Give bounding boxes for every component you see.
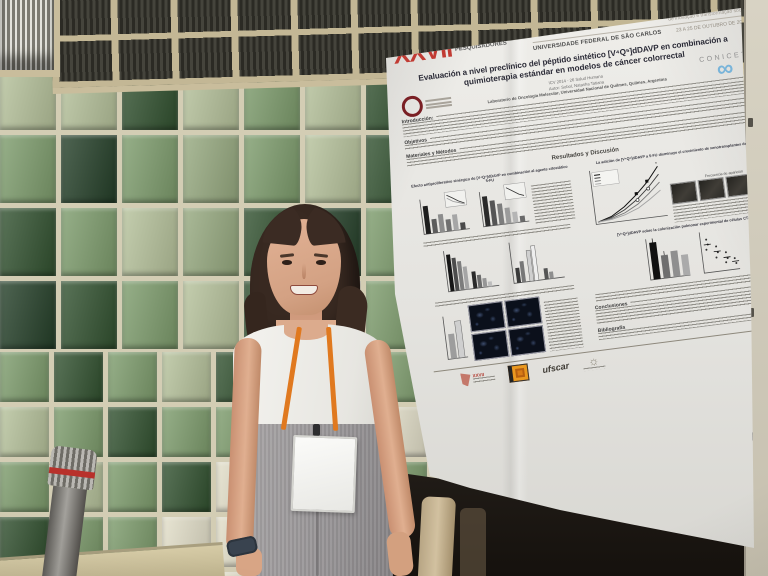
wall-tile xyxy=(0,135,56,203)
micrograph xyxy=(697,177,727,202)
sun-logo: ☼ xyxy=(582,354,606,372)
results-right-column: La adición de [V⁴Q⁵]dDAVP a 5-FU disminu… xyxy=(576,135,754,345)
wall-tile xyxy=(0,462,49,512)
dot-plot-figure xyxy=(698,232,741,274)
wall-tile xyxy=(183,208,239,276)
eyebrow-left xyxy=(279,253,295,258)
wall-tile xyxy=(305,135,361,203)
smile xyxy=(290,285,318,295)
wall-tile xyxy=(61,281,117,349)
fluorescence-micrograph xyxy=(504,296,543,328)
wall-tile xyxy=(122,135,178,203)
svg-text:*: * xyxy=(655,162,658,168)
wall-tile xyxy=(61,208,117,276)
wall-tile xyxy=(162,462,211,512)
wall-tile xyxy=(122,281,178,349)
results-columns: Efecto antiproliferativo sinérgico de [V… xyxy=(409,135,754,366)
lanyard-clip xyxy=(313,424,320,436)
bar-dot-row xyxy=(587,217,754,292)
fluorescence-micrograph-grid xyxy=(467,296,547,362)
fluorescence-micrograph xyxy=(471,329,510,362)
line-chart-figure: * xyxy=(589,162,668,226)
figure-side-text xyxy=(543,297,584,352)
eye-left xyxy=(282,260,292,265)
poster-content: XXVII JORNADAS DE JOVENS PESQUISADORES A… xyxy=(391,8,754,392)
figure-side-text xyxy=(530,180,576,226)
wall-tile xyxy=(162,407,211,457)
tape-mark xyxy=(748,118,753,127)
nose xyxy=(302,263,306,279)
wall-tile xyxy=(0,281,56,349)
wall-tile xyxy=(162,352,211,402)
bar-chart-row xyxy=(411,174,576,240)
bar-chart-figure xyxy=(645,238,691,281)
event-footer-logo: XXVII xyxy=(460,369,496,387)
unq-logo-text-lines xyxy=(425,95,453,110)
woman-right-hand xyxy=(385,530,415,576)
wall-tile xyxy=(183,135,239,203)
sponsor-orange-logo xyxy=(507,363,530,383)
event-map-icon xyxy=(460,372,472,387)
wall-tile xyxy=(0,208,56,276)
woman-hair-top xyxy=(262,206,346,252)
fluorescence-micrograph xyxy=(507,325,547,357)
wall-tile xyxy=(108,352,157,402)
wall-tile xyxy=(0,352,49,402)
bystander-leg-shadow xyxy=(460,508,486,576)
bar-chart-figure xyxy=(478,181,530,228)
ribbed-glass-block xyxy=(0,0,60,77)
bar-chart-row-2 xyxy=(418,230,583,300)
wall-tile xyxy=(0,407,49,457)
wall-tile xyxy=(61,135,117,203)
wall-tile xyxy=(108,462,157,512)
results-left-column: Efecto antiproliferativo sinérgico de [V… xyxy=(409,161,591,366)
tape-mark xyxy=(749,308,754,317)
bar-chart-figure xyxy=(442,316,469,360)
unq-ring-icon xyxy=(400,94,425,119)
bar-chart-figure xyxy=(508,242,565,284)
blouse-neckline xyxy=(284,324,328,340)
scientific-poster: XXVII JORNADAS DE JOVENS PESQUISADORES A… xyxy=(386,8,754,548)
conference-badge xyxy=(290,434,358,514)
wall-tile xyxy=(122,208,178,276)
sun-logo-lines xyxy=(583,365,606,372)
bar-chart-figure xyxy=(419,189,470,235)
bar-chart-figure xyxy=(443,251,500,293)
event-dates: 23 A 25 DE OUTUBRO DE 2019 xyxy=(675,18,749,34)
wall-tile xyxy=(108,407,157,457)
wall-tile xyxy=(54,352,103,402)
tube-body xyxy=(41,485,87,576)
wall-tile xyxy=(244,135,300,203)
eye-right xyxy=(316,260,326,265)
growth-curve-row: * Frecuencia de aparición xyxy=(577,143,754,234)
wall-tile xyxy=(183,281,239,349)
ufscar-logo: ufscar xyxy=(541,360,570,376)
micrograph xyxy=(669,180,699,206)
fluorescence-figure-row xyxy=(426,290,592,366)
trouser-crease xyxy=(316,470,319,576)
eyebrow-right xyxy=(313,253,329,258)
fluorescence-micrograph xyxy=(467,301,506,333)
bystander-leg xyxy=(417,496,457,576)
